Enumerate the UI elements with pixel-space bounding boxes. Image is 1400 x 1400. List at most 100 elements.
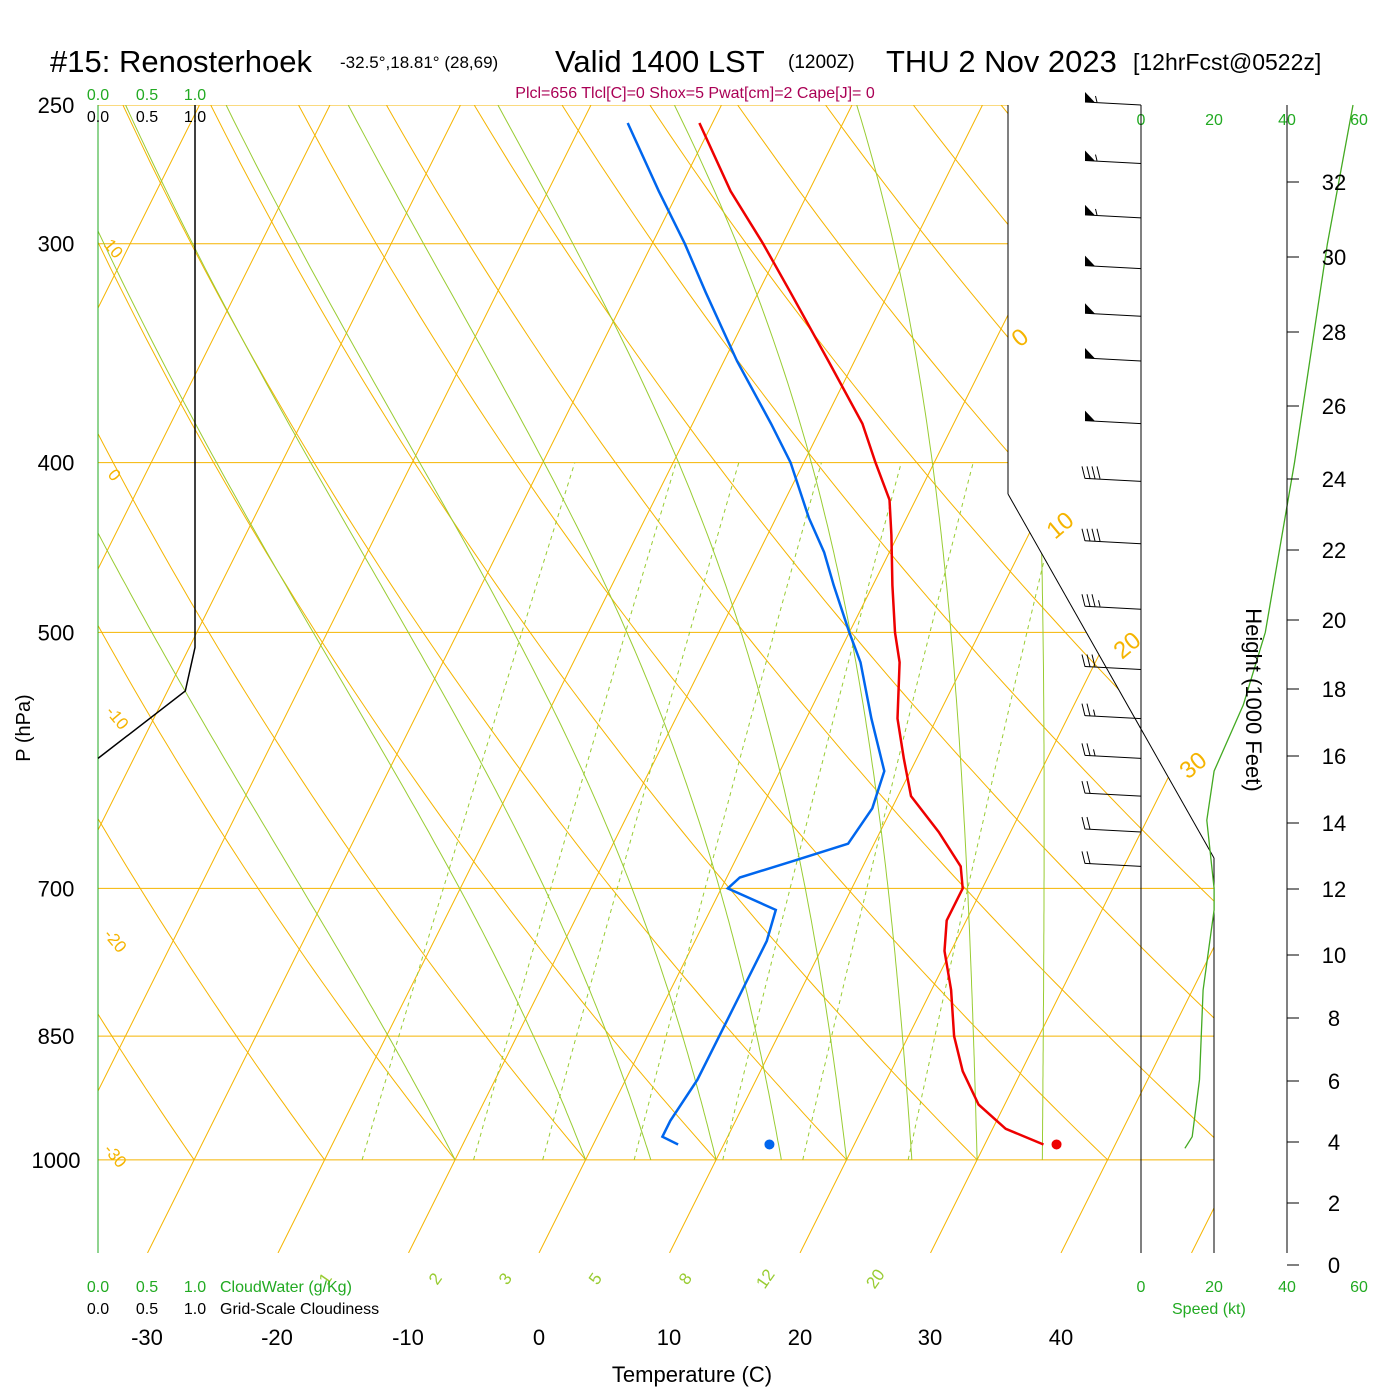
wind-barb-pennant [1085, 150, 1095, 162]
height-tick-label: 24 [1322, 467, 1346, 492]
dry-adiabat [98, 105, 717, 1161]
temperature-tick-label: 0 [533, 1325, 545, 1350]
height-tick-label: 4 [1328, 1130, 1340, 1155]
wind-barb [1084, 303, 1142, 317]
wind-barb-flag [1096, 466, 1101, 479]
moist-adiabat [347, 105, 782, 1160]
cloudwater-scale-bottom: 1.0 [184, 1279, 206, 1296]
temperature-tick-label: -30 [131, 1325, 163, 1350]
mixing-ratio-line [361, 462, 576, 1160]
wind-barb-flag [1086, 654, 1091, 667]
wind-barb-staff [1084, 828, 1142, 833]
surface-dewpoint-dot [764, 1139, 775, 1150]
height-tick-label: 30 [1322, 245, 1346, 270]
wind-barb [1081, 654, 1142, 671]
y-axis-title: P (hPa) [13, 694, 35, 761]
cloudiness-scale-top: 0.0 [87, 109, 109, 126]
wind-barb-flag [1086, 743, 1091, 756]
wind-barb-staff [1084, 214, 1142, 219]
right-edge-diagonal [1007, 493, 1215, 859]
wind-barb-pennant [1085, 410, 1095, 422]
wind-barb-flag [1091, 594, 1096, 607]
height-tick-label: 0 [1328, 1253, 1340, 1278]
dry-adiabat-label: -20 [100, 925, 130, 956]
cloudwater-scale-top: 0.5 [136, 87, 158, 104]
wind-barb-staff [1084, 477, 1142, 482]
isotherm-line [98, 105, 461, 1253]
mixing-ratio-line [633, 462, 822, 1160]
wind-barb-pennant [1085, 303, 1095, 314]
height-tick-label: 10 [1322, 943, 1346, 968]
dry-adiabat [628, 105, 1214, 1161]
speed-scale-bottom: 20 [1205, 1279, 1223, 1296]
dry-adiabat [802, 105, 1214, 1161]
cloudwater-scale-top: 1.0 [184, 87, 206, 104]
wind-barb-flag [1086, 780, 1091, 794]
moist-adiabat [98, 105, 456, 1161]
dry-adiabat [108, 105, 847, 1161]
moist-adiabat [673, 105, 913, 1160]
mixing-ratio-line [802, 462, 974, 1160]
moist-adiabat [125, 105, 652, 1160]
isotherm-line [98, 105, 592, 1253]
wind-barb-staff [1084, 666, 1142, 671]
height-tick-label: 26 [1322, 394, 1346, 419]
wind-barb-half [1093, 709, 1096, 716]
dry-adiabat-label: 0 [1007, 323, 1035, 352]
wind-barb-staff [1084, 101, 1142, 106]
plot-area [98, 105, 1214, 1253]
cloudwater-label: CloudWater (g/Kg) [220, 1279, 352, 1296]
mixing-ratio-label: 8 [675, 1270, 696, 1289]
moist-adiabat [225, 105, 717, 1160]
wind-barb [1084, 410, 1142, 425]
temperature-tick-label: -20 [261, 1325, 293, 1350]
wind-barb-flag [1086, 851, 1091, 864]
mixing-ratio-line [722, 462, 902, 1160]
wind-barb-flag [1081, 594, 1086, 607]
height-tick-label: 2 [1328, 1191, 1340, 1216]
pressure-tick-label: 250 [38, 93, 75, 118]
wind-barb-flag [1086, 816, 1091, 830]
temperature-profile [698, 122, 1044, 1146]
height-tick-label: 14 [1322, 811, 1346, 836]
cloudiness-scale-bottom: 0.0 [87, 1301, 109, 1318]
dry-adiabat-label: -10 [102, 702, 132, 733]
isotherm-line [277, 105, 853, 1253]
mixing-ratio-line [542, 462, 740, 1160]
wind-barb-staff [1084, 862, 1142, 867]
wind-barb-flag [1081, 816, 1086, 830]
wind-barb [1081, 743, 1142, 759]
height-tick-label: 8 [1328, 1006, 1340, 1031]
isotherm-line [930, 105, 1214, 1253]
wind-barb-staff [1084, 715, 1142, 720]
wind-barb [1084, 204, 1142, 219]
wind-barb-flag [1086, 703, 1091, 716]
height-tick-label: 18 [1322, 677, 1346, 702]
isotherm-line [98, 105, 200, 1253]
mixing-ratio-label: 5 [585, 1270, 606, 1289]
wind-and-height-panel: 0020204040606002468101214161820222426283… [1081, 92, 1368, 1296]
isotherm-line [799, 105, 1214, 1253]
wind-barb-flag [1096, 528, 1101, 542]
wind-barb-flag [1081, 703, 1086, 716]
moist-adiabat [856, 105, 978, 1160]
cloudiness-label: Grid-Scale Cloudiness [220, 1301, 379, 1318]
mixing-ratio-label: 12 [752, 1266, 778, 1292]
wind-barb-half [1093, 749, 1096, 756]
speed-scale-bottom: 40 [1278, 1279, 1296, 1296]
height-tick-label: 12 [1322, 877, 1346, 902]
wind-barb-flag [1091, 654, 1096, 667]
cloudwater-scale-bottom: 0.5 [136, 1279, 158, 1296]
wind-barb-staff [1084, 540, 1142, 545]
dry-adiabat-label: 10 [1042, 507, 1080, 545]
wind-barb-pennant [1085, 348, 1095, 359]
sounding-profiles [97, 105, 1062, 1150]
dry-adiabat [98, 105, 456, 1161]
height-tick-label: 6 [1328, 1069, 1340, 1094]
height-tick-label: 16 [1322, 744, 1346, 769]
station-title: #15: Renosterhoek [50, 44, 312, 79]
dry-adiabat [98, 105, 195, 1161]
wind-speed-profile [1184, 104, 1354, 1149]
